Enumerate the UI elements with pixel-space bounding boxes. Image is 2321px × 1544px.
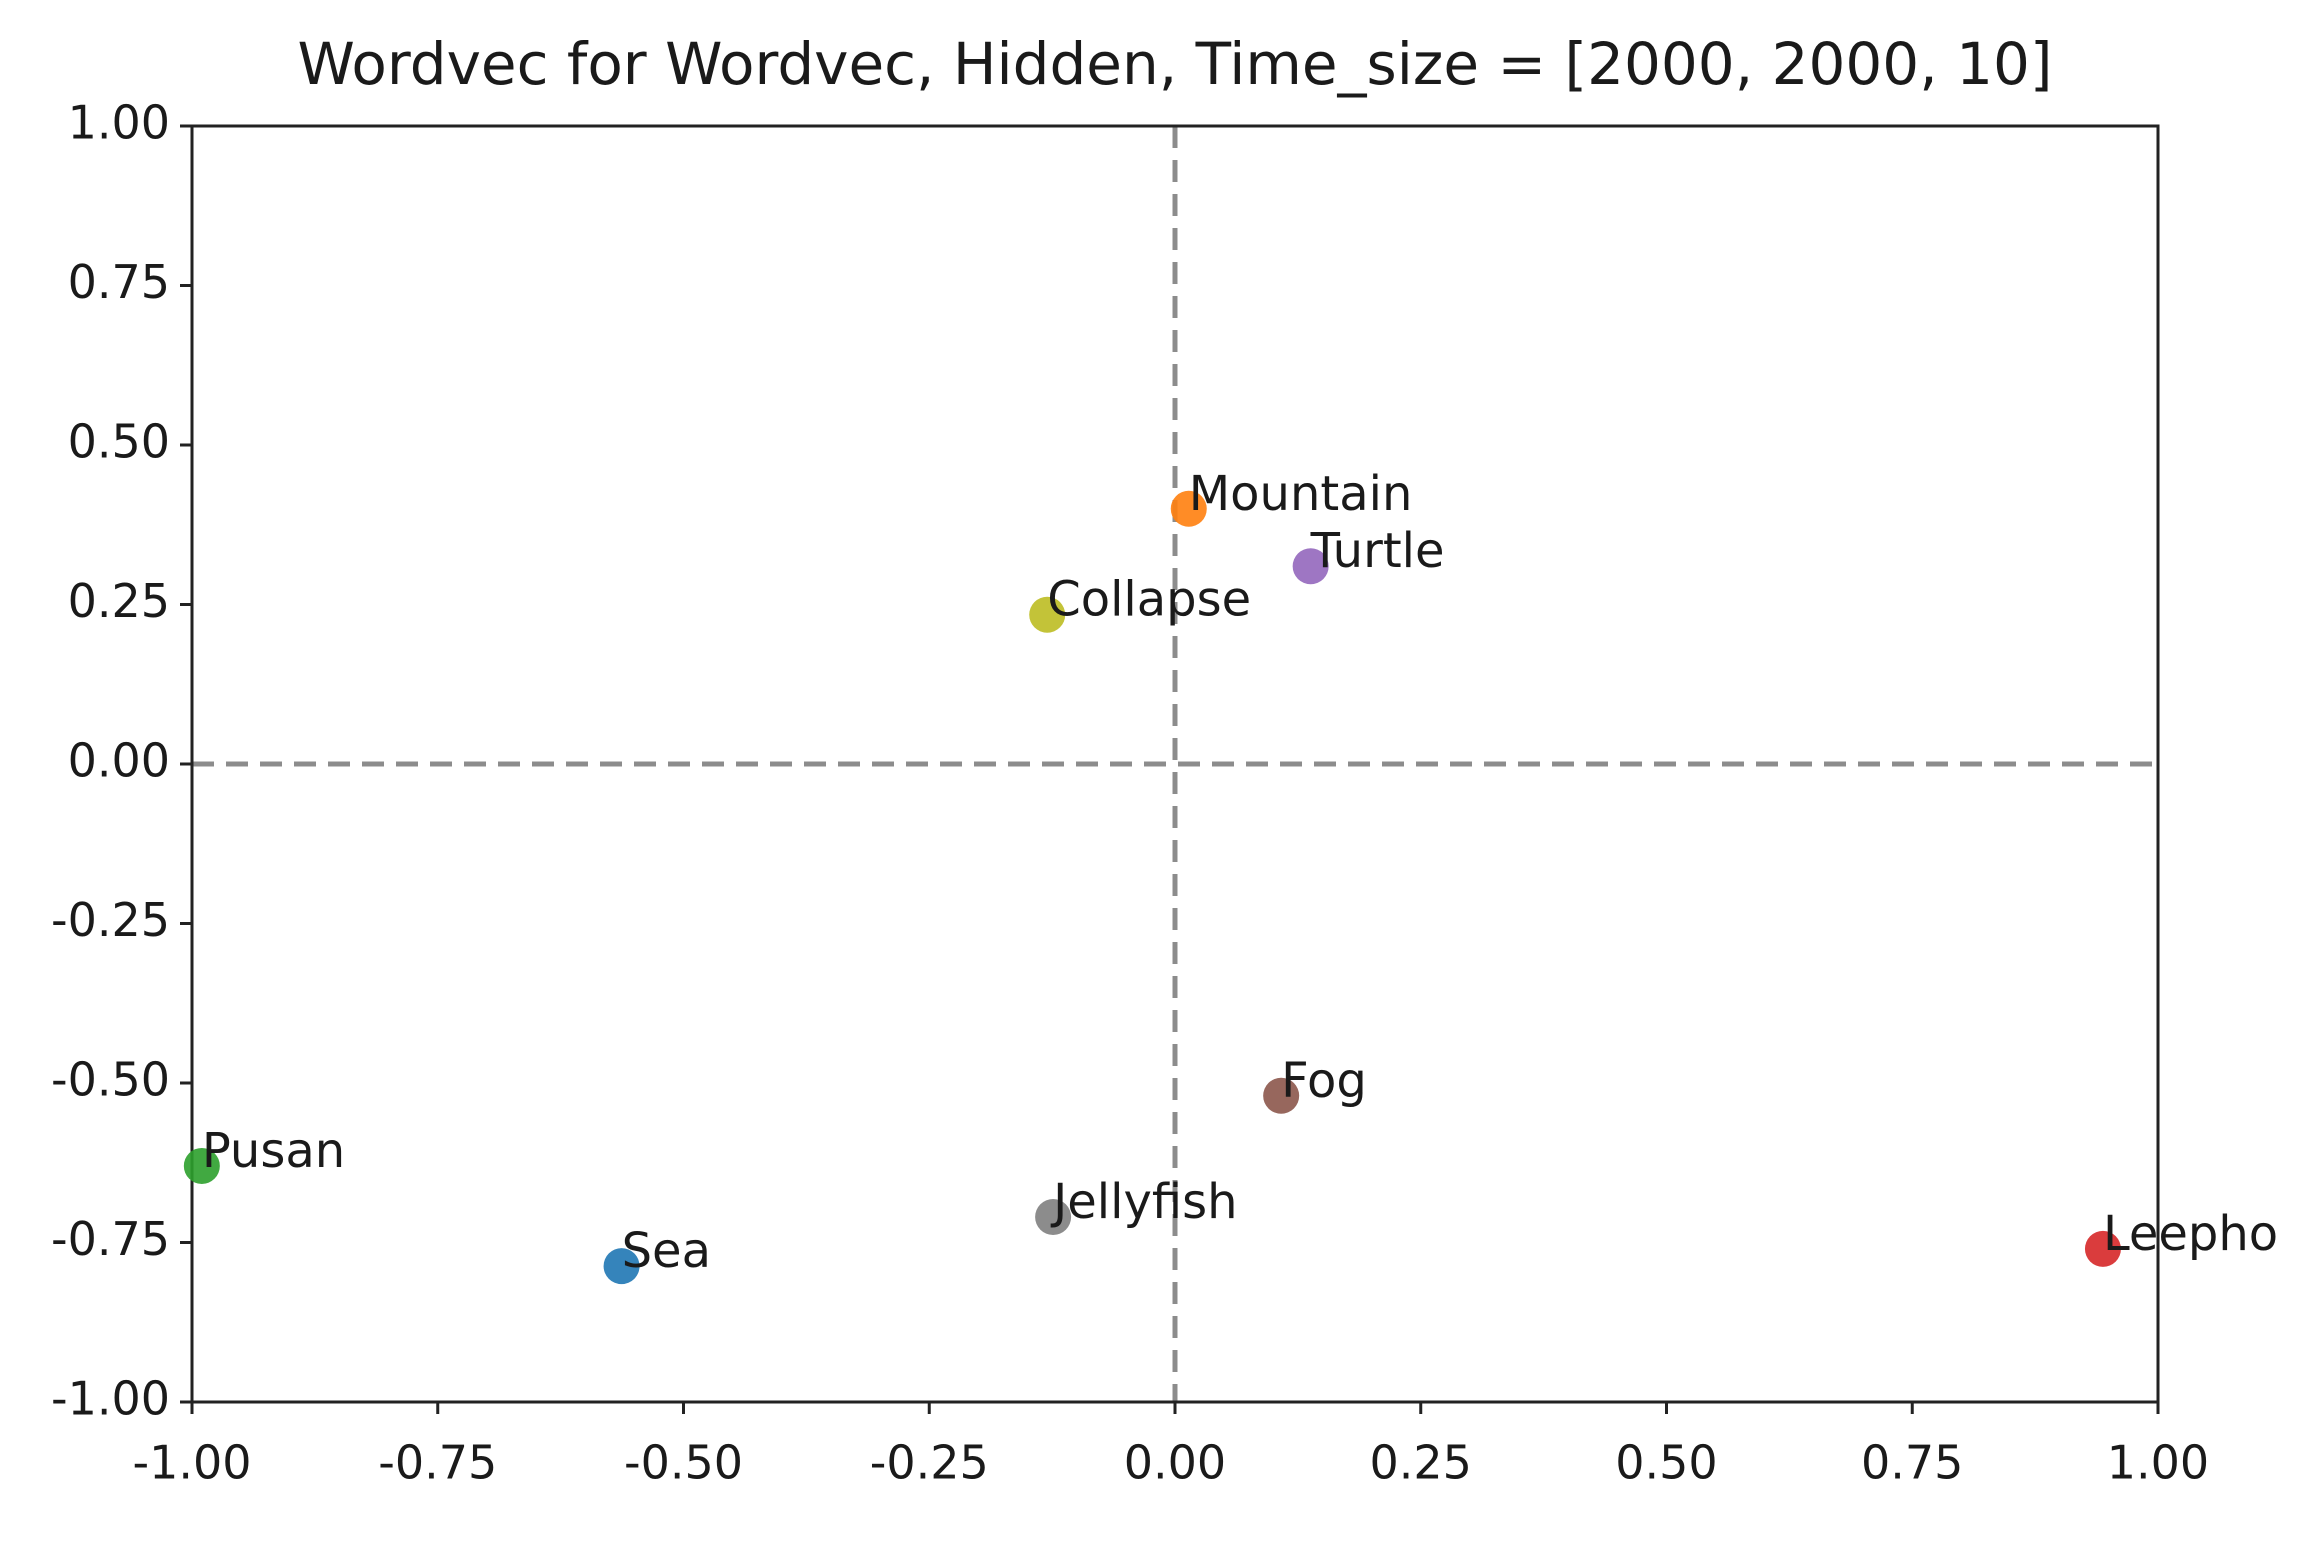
point [1263, 1077, 1300, 1114]
chart-title: Wordvec for Wordvec, Hidden, Time_size =… [297, 30, 2052, 98]
y-tick-label: 0.00 [68, 734, 170, 788]
point [1029, 596, 1066, 633]
point-label: Collapse [1047, 572, 1251, 628]
point-label: Pusan [202, 1123, 345, 1179]
point [603, 1248, 640, 1285]
y-tick-label: -1.00 [51, 1372, 170, 1426]
x-tick-label: -0.75 [378, 1436, 497, 1490]
y-tick-label: 0.25 [68, 574, 170, 628]
point [2084, 1230, 2121, 1267]
point [183, 1147, 220, 1184]
point [1170, 490, 1207, 527]
y-tick-label: -0.25 [51, 893, 170, 947]
point [1292, 548, 1329, 585]
y-tick-label: 1.00 [68, 96, 170, 150]
point-label: Turtle [1310, 523, 1445, 579]
x-tick-label: -0.50 [624, 1436, 743, 1490]
y-tick-label: -0.50 [51, 1053, 170, 1107]
point [1035, 1198, 1072, 1235]
y-tick-label: 0.75 [68, 255, 170, 309]
y-tick-label: -0.75 [51, 1212, 170, 1266]
y-tick-label: 0.50 [68, 415, 170, 469]
x-tick-label: -1.00 [132, 1436, 251, 1490]
point-label: Leepho [2103, 1206, 2278, 1262]
x-tick-label: -0.25 [870, 1436, 989, 1490]
x-tick-label: 0.00 [1124, 1436, 1226, 1490]
point-label: Jellyfish [1050, 1174, 1237, 1230]
x-tick-label: 1.00 [2107, 1436, 2209, 1490]
x-tick-label: 0.50 [1615, 1436, 1717, 1490]
point-label: Fog [1281, 1053, 1367, 1109]
x-tick-label: 0.25 [1370, 1436, 1472, 1490]
x-tick-label: 0.75 [1861, 1436, 1963, 1490]
point-label: Sea [622, 1223, 711, 1279]
point-label: Mountain [1189, 466, 1413, 522]
